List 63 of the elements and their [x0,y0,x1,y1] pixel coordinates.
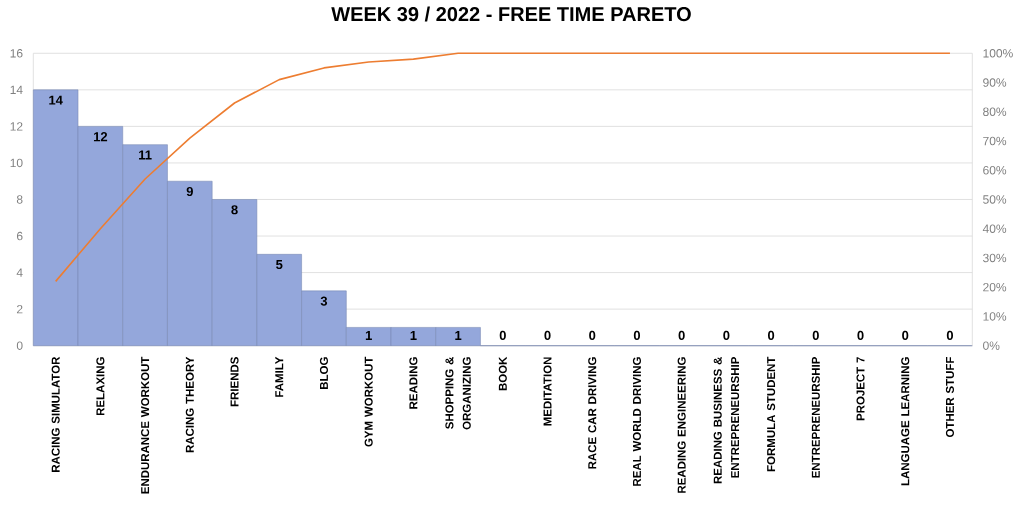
data-label: 0 [633,330,641,341]
y2-tick-label: 0% [983,341,1000,350]
data-label: 0 [544,330,551,341]
data-label: 1 [410,330,417,340]
x-tick-label: RELAXING [96,357,105,416]
data-label: 5 [276,260,283,270]
y2-tick-label: 70% [983,136,1007,146]
data-label: 8 [231,205,238,215]
x-tick-label: BLOG [319,357,328,389]
y2-tick-label: 50% [983,195,1007,204]
y2-tick-label: 40% [982,224,1007,233]
data-label: 0 [678,330,685,341]
y2-tick-label: 60% [983,165,1007,175]
data-label: 1 [365,330,372,340]
data-label: 0 [768,330,775,341]
x-tick-label: MEDITATION [543,357,552,426]
y2-tick-label: 10% [983,312,1007,321]
x-tick-label: RACING SIMULATOR [51,356,60,472]
x-tick-label: GYM WORKOUT [364,356,373,447]
x-tick-label: READING ENGINEERING [677,357,686,493]
data-label: 14 [49,95,63,105]
data-label: 1 [455,330,462,340]
y-tick-label: 0 [16,341,23,350]
x-tick-label: BOOK [498,356,507,391]
data-label: 3 [320,296,328,306]
data-label: 9 [186,186,193,197]
x-tick-label: FAMILY [275,356,284,397]
y-tick-label: 16 [10,49,23,58]
y-tick-label: 10 [10,158,23,168]
x-tick-label: FRIENDS [230,357,239,407]
y2-tick-label: 20% [983,282,1007,292]
y2-tick-label: 90% [983,78,1007,87]
x-tick-label: SHOPPING & ORGANIZING [445,356,471,430]
data-label: 0 [812,330,819,341]
x-tick-label: FORMULA STUDENT [767,356,776,472]
y-tick-label: 6 [16,231,23,241]
data-label: 12 [93,132,108,142]
y-tick-label: 8 [16,195,23,204]
x-tick-label: OTHER STUFF [945,357,954,438]
y-tick-label: 12 [10,122,23,131]
chart-title: WEEK 39 / 2022 - FREE TIME PARETO [331,6,691,22]
x-tick-label: REAL WORLD DRIVING [632,357,641,486]
x-tick-label: PROJECT 7 [856,357,865,421]
data-label: 0 [589,330,596,341]
x-tick-label: READING BUSINESS & ENTREPRENEURSHIP [713,356,740,484]
y-tick-label: 14 [10,85,23,94]
x-tick-label: ENTREPRENEURSHIP [811,357,820,478]
y2-tick-label: 30% [983,253,1007,263]
y-tick-label: 4 [16,268,23,277]
data-label: 0 [723,330,730,341]
data-label: 0 [857,330,864,341]
data-label: 0 [499,330,506,341]
x-tick-label: LANGUAGE LEARNING [901,357,910,486]
x-tick-label: ENDURANCE WORKOUT [141,356,150,494]
x-tick-label: RACE CAR DRIVING [588,357,597,469]
y-tick-label: 2 [16,304,23,314]
y2-tick-label: 80% [983,107,1007,117]
y2-tick-label: 100% [983,49,1013,58]
data-label: 0 [902,330,909,341]
data-label: 0 [946,330,954,341]
x-tick-label: RACING THEORY [185,356,194,453]
x-tick-label: READING [409,357,418,409]
data-label: 11 [139,150,152,160]
